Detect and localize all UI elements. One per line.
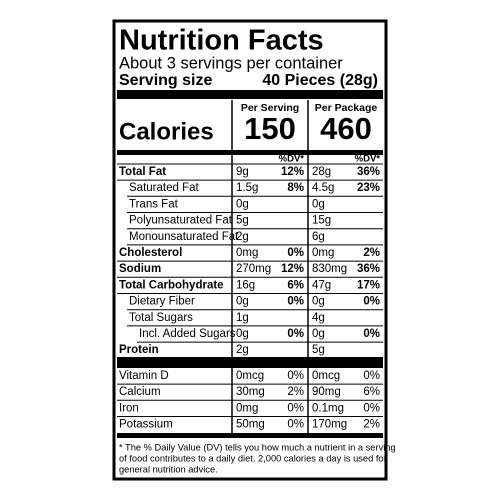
nutrient-name: Monounsaturated Fat — [129, 231, 239, 243]
daily-value: 0% — [287, 247, 304, 259]
nutrient-name: Calcium — [119, 386, 161, 398]
daily-value: 36% — [357, 263, 380, 275]
footnote: of food contributes to a daily diet. 2,0… — [119, 453, 387, 463]
thick-bar — [117, 357, 383, 368]
amount: 5g — [312, 344, 325, 356]
daily-value: 6% — [287, 279, 304, 291]
amount: 0mg — [236, 402, 258, 414]
nutrient-name: Protein — [119, 344, 159, 356]
amount: 0mg — [312, 247, 334, 259]
daily-value: 0% — [287, 402, 304, 414]
nutrient-name: Polyunsaturated Fat — [129, 215, 233, 227]
daily-value: 6% — [363, 386, 380, 398]
amount: 6g — [312, 231, 325, 243]
calories-label: Calories — [119, 118, 214, 145]
daily-value: 17% — [357, 279, 380, 291]
dv-header: %DV* — [279, 154, 305, 165]
nutrient-name: Total Fat — [119, 166, 166, 178]
medium-bar — [117, 150, 383, 155]
amount: 16g — [236, 279, 255, 291]
thick-bar — [117, 90, 383, 99]
footnote: * The % Daily Value (DV) tells you how m… — [119, 442, 396, 452]
daily-value: 2% — [363, 419, 380, 431]
daily-value: 0% — [363, 370, 380, 382]
daily-value: 8% — [287, 182, 304, 194]
daily-value: 2% — [363, 247, 380, 259]
amount: 50mg — [236, 419, 265, 431]
daily-value: 0% — [287, 370, 304, 382]
amount: 9g — [236, 166, 249, 178]
amount: 30mg — [236, 386, 265, 398]
medium-bar — [117, 433, 383, 438]
amount: 830mg — [312, 263, 347, 275]
amount: 2g — [236, 344, 249, 356]
column-header: Per Serving — [241, 102, 299, 114]
daily-value: 12% — [281, 263, 304, 275]
amount: 0mg — [236, 247, 258, 259]
amount: 28g — [312, 166, 331, 178]
nutrient-name: Trans Fat — [129, 198, 179, 210]
amount: 0g — [236, 328, 249, 340]
nutrient-name: Cholesterol — [119, 247, 182, 259]
column-header: Per Package — [315, 102, 378, 114]
nutrient-name: Sodium — [119, 263, 161, 275]
nutrient-name: Vitamin D — [119, 370, 169, 382]
daily-value: 0% — [363, 328, 380, 340]
amount: 2g — [236, 231, 249, 243]
amount: 0g — [312, 198, 325, 210]
amount: 4.5g — [312, 182, 334, 194]
amount: 90mg — [312, 386, 341, 398]
amount: 47g — [312, 279, 331, 291]
nutrient-name: Potassium — [119, 419, 173, 431]
amount: 4g — [312, 312, 325, 324]
nutrient-name: Iron — [119, 402, 139, 414]
amount: 0mcg — [312, 370, 340, 382]
daily-value: 23% — [357, 182, 380, 194]
daily-value: 36% — [357, 166, 380, 178]
serving-size-label: Serving size — [119, 72, 212, 89]
amount: 0.1mg — [312, 402, 344, 414]
servings: About 3 servings per container — [119, 54, 343, 72]
dv-header: %DV* — [355, 154, 381, 165]
daily-value: 0% — [287, 296, 304, 308]
daily-value: 2% — [287, 386, 304, 398]
daily-value: 0% — [287, 328, 304, 340]
amount: 15g — [312, 215, 331, 227]
amount: 0g — [236, 296, 249, 308]
amount: 0g — [312, 328, 325, 340]
nutrient-name: Incl. Added Sugars — [139, 328, 236, 340]
amount: 0g — [312, 296, 325, 308]
nutrient-name: Saturated Fat — [129, 182, 199, 194]
daily-value: 0% — [363, 296, 380, 308]
amount: 170mg — [312, 419, 347, 431]
nutrient-name: Dietary Fiber — [129, 296, 195, 308]
calories-value: 460 — [320, 111, 372, 146]
daily-value: 0% — [287, 419, 304, 431]
calories-value: 150 — [244, 111, 296, 146]
daily-value: 0% — [363, 402, 380, 414]
amount: 1.5g — [236, 182, 258, 194]
amount: 5g — [236, 215, 249, 227]
footnote: general nutrition advice. — [119, 464, 218, 474]
amount: 270mg — [236, 263, 271, 275]
amount: 0mcg — [236, 370, 264, 382]
amount: 1g — [236, 312, 249, 324]
nutrient-name: Total Carbohydrate — [119, 279, 224, 291]
nutrient-name: Total Sugars — [129, 312, 193, 324]
title: Nutrition Facts — [119, 25, 324, 57]
amount: 0g — [236, 198, 249, 210]
daily-value: 12% — [281, 166, 304, 178]
serving-size-value: 40 Pieces (28g) — [262, 72, 378, 89]
